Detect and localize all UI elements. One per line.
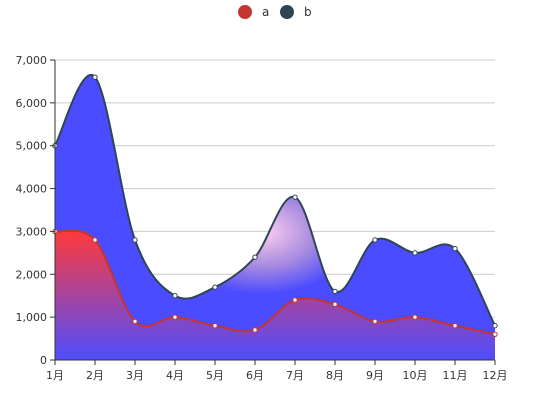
- legend-label: b: [304, 5, 312, 19]
- legend-label: a: [262, 5, 269, 19]
- series-a-point: [172, 314, 178, 320]
- series-b-point: [452, 245, 458, 252]
- series-a-point: [452, 323, 458, 329]
- x-tick-label: 12月: [483, 369, 508, 382]
- y-tick-label: 4,000: [16, 183, 48, 196]
- series-a-point: [252, 327, 258, 333]
- series-a-point: [412, 314, 418, 320]
- y-tick-label: 1,000: [16, 311, 48, 324]
- series-layer: [52, 73, 498, 360]
- series-a-point: [292, 297, 298, 303]
- legend-item-a[interactable]: a: [238, 5, 269, 19]
- series-a-point: [132, 318, 138, 325]
- x-tick-label: 8月: [326, 369, 344, 382]
- series-a-area: [55, 230, 495, 360]
- x-tick-label: 4月: [166, 369, 184, 382]
- legend-marker-icon: [238, 5, 252, 19]
- series-b-area: [55, 74, 495, 360]
- series-a-point: [92, 237, 98, 243]
- y-tick-label: 2,000: [16, 268, 48, 281]
- legend-marker-icon: [280, 5, 294, 19]
- axes: 0 1,000 2,000 3,000 4,000 5,000 6,000 7,000 1月 2月…: [16, 54, 508, 382]
- series-b-point: [212, 284, 218, 290]
- x-tick-label: 9月: [366, 369, 384, 382]
- x-tick-label: 5月: [206, 369, 224, 382]
- x-tick-label: 6月: [246, 369, 264, 382]
- y-tick-label: 3,000: [16, 225, 48, 238]
- series-a-point: [492, 331, 498, 337]
- series-b-point: [412, 250, 418, 256]
- x-tick-label: 11月: [443, 369, 468, 382]
- series-b-point: [252, 254, 258, 260]
- x-tick-label: 7月: [286, 369, 304, 382]
- series-b-point: [132, 237, 138, 243]
- x-tick-label: 10月: [403, 369, 428, 382]
- y-tick-label: 0: [40, 354, 47, 367]
- legend-item-b[interactable]: b: [280, 5, 312, 19]
- y-tick-label: 6,000: [16, 97, 48, 110]
- x-tick-label: 3月: [126, 369, 144, 382]
- series-b-point: [372, 237, 378, 243]
- x-tick-label: 1月: [46, 369, 64, 382]
- series-a-point: [332, 301, 338, 307]
- y-tick-label: 7,000: [16, 54, 48, 67]
- y-tick-label: 5,000: [16, 140, 48, 153]
- series-b-point: [172, 293, 178, 299]
- series-b-point: [492, 323, 498, 329]
- series-b-point: [92, 74, 98, 80]
- series-a-point: [372, 318, 378, 325]
- series-b-point: [332, 288, 338, 295]
- x-tick-label: 2月: [86, 369, 104, 382]
- series-b-point: [292, 194, 298, 200]
- series-a-point: [212, 323, 218, 329]
